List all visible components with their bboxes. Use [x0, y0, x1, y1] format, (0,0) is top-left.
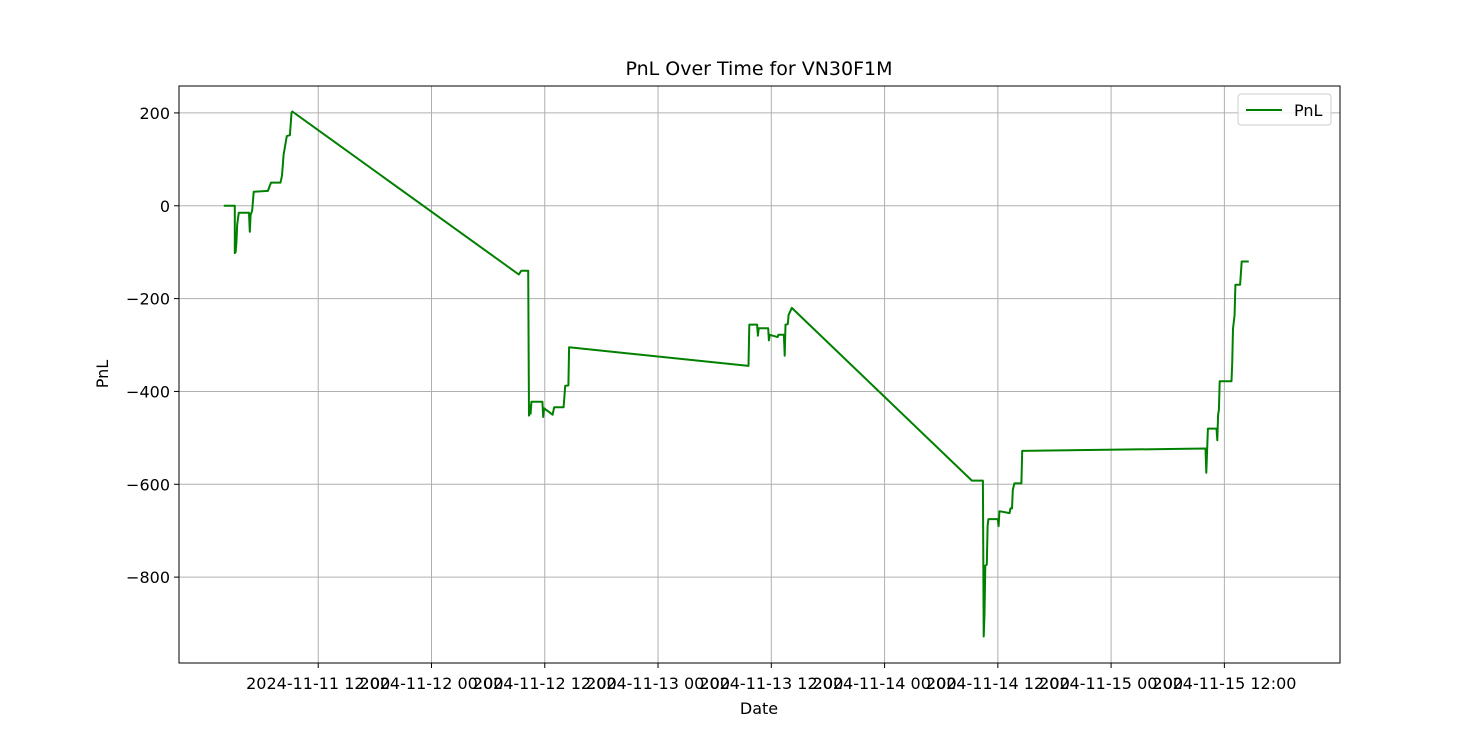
series-line-pnl	[223, 110, 1249, 638]
y-axis-ticks: 200 0 −200 −400 −600 −800	[126, 104, 179, 587]
x-tick-label: 2024-11-15 12:00	[1152, 674, 1296, 693]
x-tick-label: 2024-11-12 12:00	[473, 674, 617, 693]
legend-label-pnl: PnL	[1294, 101, 1323, 120]
series-layer	[223, 110, 1249, 638]
x-axis-label: Date	[740, 699, 778, 718]
legend: PnL	[1237, 93, 1332, 126]
chart-title: PnL Over Time for VN30F1M	[625, 58, 892, 80]
x-tick-label: 2024-11-14 00:00	[812, 674, 956, 693]
y-axis-label: PnL	[93, 360, 112, 389]
y-tick-label: 200	[139, 104, 170, 123]
x-tick-label: 2024-11-13 00:00	[586, 674, 730, 693]
x-tick-label: 2024-11-14 12:00	[926, 674, 1070, 693]
x-tick-label: 2024-11-11 12:00	[246, 674, 390, 693]
legend-box	[1237, 93, 1332, 126]
y-tick-label: −200	[126, 290, 170, 309]
x-tick-label: 2024-11-15 00:00	[1039, 674, 1183, 693]
y-tick-label: −600	[126, 475, 170, 494]
x-tick-label: 2024-11-13 12:00	[699, 674, 843, 693]
grid	[179, 86, 1340, 663]
plot-frame	[178, 85, 1341, 664]
x-tick-label: 2024-11-12 00:00	[359, 674, 503, 693]
y-tick-label: −800	[126, 568, 170, 587]
y-tick-label: 0	[160, 197, 170, 216]
y-tick-label: −400	[126, 382, 170, 401]
